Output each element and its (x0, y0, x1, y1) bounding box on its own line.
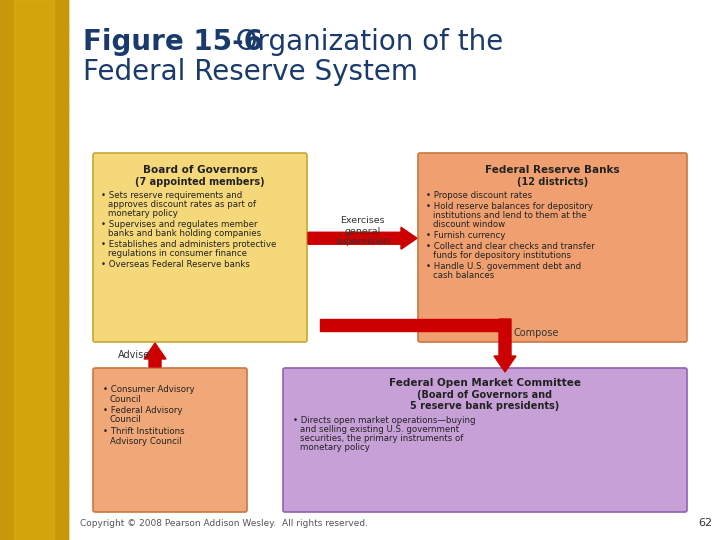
Text: • Federal Advisory: • Federal Advisory (103, 406, 182, 415)
Text: Figure 15-6: Figure 15-6 (83, 28, 263, 56)
Text: Advise: Advise (118, 350, 150, 360)
Text: institutions and lend to them at the: institutions and lend to them at the (433, 211, 587, 220)
FancyBboxPatch shape (283, 368, 687, 512)
Bar (0, 162, 68, 190)
Text: • Furnish currency: • Furnish currency (426, 231, 505, 240)
Text: Copyright © 2008 Pearson Addison Wesley.  All rights reserved.: Copyright © 2008 Pearson Addison Wesley.… (80, 519, 368, 528)
Bar (0, 189, 68, 217)
FancyArrow shape (494, 319, 516, 372)
Bar (0, 54, 68, 82)
Text: • Establishes and administers protective: • Establishes and administers protective (101, 240, 276, 249)
FancyBboxPatch shape (418, 153, 687, 342)
Text: Federal Reserve Banks: Federal Reserve Banks (485, 165, 620, 175)
FancyArrow shape (308, 227, 417, 249)
Text: discount window: discount window (433, 220, 505, 229)
Text: and selling existing U.S. government: and selling existing U.S. government (300, 425, 459, 434)
Text: banks and bank holding companies: banks and bank holding companies (108, 229, 261, 238)
Bar (0, 270, 68, 298)
Bar (0, 243, 68, 271)
Bar (14, 0, 55, 540)
Text: • Hold reserve balances for depository: • Hold reserve balances for depository (426, 202, 593, 211)
Bar (0, 378, 68, 406)
Bar (0, 0, 68, 28)
Bar (0, 351, 68, 379)
Bar (0, 486, 68, 514)
Text: regulations in consumer finance: regulations in consumer finance (108, 249, 247, 258)
Text: Council: Council (110, 395, 142, 403)
Text: • Handle U.S. government debt and: • Handle U.S. government debt and (426, 262, 581, 271)
Bar (0, 216, 68, 244)
Bar (0, 81, 68, 109)
Text: (7 appointed members): (7 appointed members) (135, 177, 265, 187)
Bar (0, 27, 68, 55)
Text: • Sets reserve requirements and: • Sets reserve requirements and (101, 191, 242, 200)
Text: • Consumer Advisory: • Consumer Advisory (103, 385, 194, 394)
Bar (0, 513, 68, 540)
Bar (0, 405, 68, 433)
Text: • Directs open market operations—buying: • Directs open market operations—buying (293, 416, 475, 425)
Bar (0, 108, 68, 136)
Text: • Collect and clear checks and transfer: • Collect and clear checks and transfer (426, 242, 595, 251)
Bar (0, 135, 68, 163)
Text: Organization of the: Organization of the (218, 28, 503, 56)
Text: Council: Council (110, 415, 142, 424)
Text: Advisory Council: Advisory Council (110, 436, 181, 446)
Bar (0, 432, 68, 460)
Text: Exercises
general
supervision: Exercises general supervision (336, 216, 390, 246)
Text: • Supervises and regulates member: • Supervises and regulates member (101, 220, 258, 229)
FancyBboxPatch shape (93, 153, 307, 342)
Text: monetary policy: monetary policy (300, 443, 370, 452)
Bar (0, 297, 68, 325)
Bar (0, 0, 68, 540)
Bar (0, 324, 68, 352)
Text: Federal Reserve System: Federal Reserve System (83, 58, 418, 86)
Text: (12 districts): (12 districts) (517, 177, 588, 187)
Text: 62: 62 (698, 518, 712, 528)
Text: approves discount rates as part of: approves discount rates as part of (108, 200, 256, 209)
Text: • Overseas Federal Reserve banks: • Overseas Federal Reserve banks (101, 260, 250, 269)
Text: • Thrift Institutions: • Thrift Institutions (103, 427, 184, 436)
Text: cash balances: cash balances (433, 271, 494, 280)
FancyArrow shape (144, 343, 166, 367)
Text: 5 reserve bank presidents): 5 reserve bank presidents) (410, 401, 559, 411)
Text: (Board of Governors and: (Board of Governors and (418, 390, 552, 400)
Text: securities, the primary instruments of: securities, the primary instruments of (300, 434, 464, 443)
FancyBboxPatch shape (93, 368, 247, 512)
Text: Federal Open Market Committee: Federal Open Market Committee (389, 378, 581, 388)
Bar (0, 459, 68, 487)
Text: Compose: Compose (513, 328, 559, 338)
Text: • Propose discount rates: • Propose discount rates (426, 191, 532, 200)
Text: Board of Governors: Board of Governors (143, 165, 257, 175)
Text: funds for depository institutions: funds for depository institutions (433, 251, 571, 260)
FancyArrow shape (320, 319, 505, 331)
Text: monetary policy: monetary policy (108, 209, 178, 218)
